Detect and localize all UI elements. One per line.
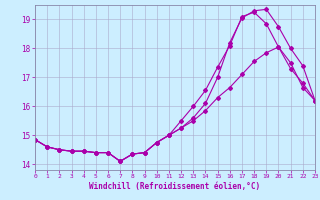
X-axis label: Windchill (Refroidissement éolien,°C): Windchill (Refroidissement éolien,°C) (89, 182, 260, 191)
